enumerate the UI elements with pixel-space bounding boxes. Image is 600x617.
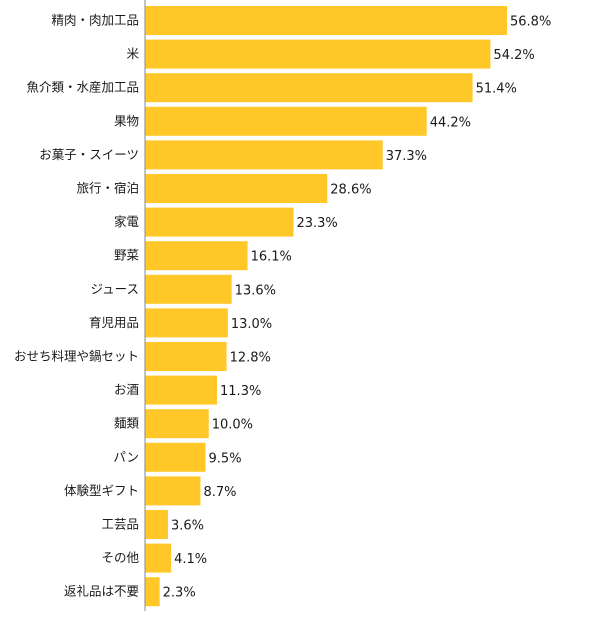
bar — [145, 577, 160, 607]
value-label: 54.2% — [493, 48, 534, 63]
category-label: 魚介類・水産加工品 — [26, 80, 139, 95]
category-label: 旅行・宿泊 — [76, 181, 139, 196]
value-label: 28.6% — [330, 183, 371, 198]
category-labels: 精肉・肉加工品米魚介類・水産加工品果物お菓子・スイーツ旅行・宿泊家電野菜ジュース… — [14, 13, 140, 599]
category-label: 工芸品 — [101, 517, 139, 532]
value-label: 3.6% — [171, 519, 204, 534]
bar — [145, 308, 228, 338]
bar — [145, 207, 294, 237]
bar — [145, 241, 248, 271]
bar — [145, 73, 473, 103]
value-label: 37.3% — [386, 149, 427, 164]
category-label: 精肉・肉加工品 — [51, 13, 139, 28]
value-label: 8.7% — [203, 485, 236, 500]
category-label: お酒 — [114, 382, 139, 397]
bar — [145, 375, 218, 405]
value-label: 9.5% — [209, 451, 242, 466]
value-labels: 56.8% 54.2% 51.4% 44.2% 37.3% 28.6% 23.3% 16.1%… — [163, 15, 552, 601]
bar — [145, 106, 427, 136]
category-label: おせち料理や鍋セット — [14, 349, 139, 364]
category-label: 家電 — [114, 214, 140, 229]
bar — [145, 442, 206, 472]
category-label: ジュース — [90, 281, 139, 296]
category-label: 野菜 — [114, 248, 140, 263]
bars — [145, 6, 507, 607]
category-label: その他 — [101, 550, 139, 565]
category-label: 育児用品 — [89, 315, 139, 330]
category-label: 麺類 — [114, 416, 140, 431]
value-label: 11.3% — [220, 384, 261, 399]
category-label: パン — [113, 449, 139, 464]
bar — [145, 409, 209, 439]
value-label: 56.8% — [510, 15, 551, 30]
bar — [145, 476, 201, 506]
category-label: 返礼品は不要 — [64, 584, 139, 599]
bar — [145, 543, 172, 573]
value-label: 51.4% — [476, 82, 517, 97]
bar — [145, 510, 168, 539]
category-label: 米 — [126, 46, 139, 61]
category-label: 果物 — [114, 113, 139, 128]
value-label: 4.1% — [174, 552, 207, 567]
value-label: 16.1% — [251, 250, 292, 265]
bar — [145, 174, 328, 203]
value-label: 10.0% — [212, 418, 253, 433]
value-label: 23.3% — [296, 216, 337, 231]
bar — [145, 140, 383, 170]
value-label: 13.6% — [235, 283, 276, 298]
value-label: 12.8% — [230, 351, 271, 366]
bar — [145, 6, 507, 35]
value-label: 13.0% — [231, 317, 272, 332]
category-label: お菓子・スイーツ — [39, 147, 139, 162]
category-label: 体験型ギフト — [64, 483, 139, 498]
bar — [145, 342, 227, 371]
bar — [145, 39, 491, 69]
bar — [145, 274, 232, 304]
value-label: 2.3% — [163, 586, 196, 601]
value-label: 44.2% — [430, 115, 471, 130]
